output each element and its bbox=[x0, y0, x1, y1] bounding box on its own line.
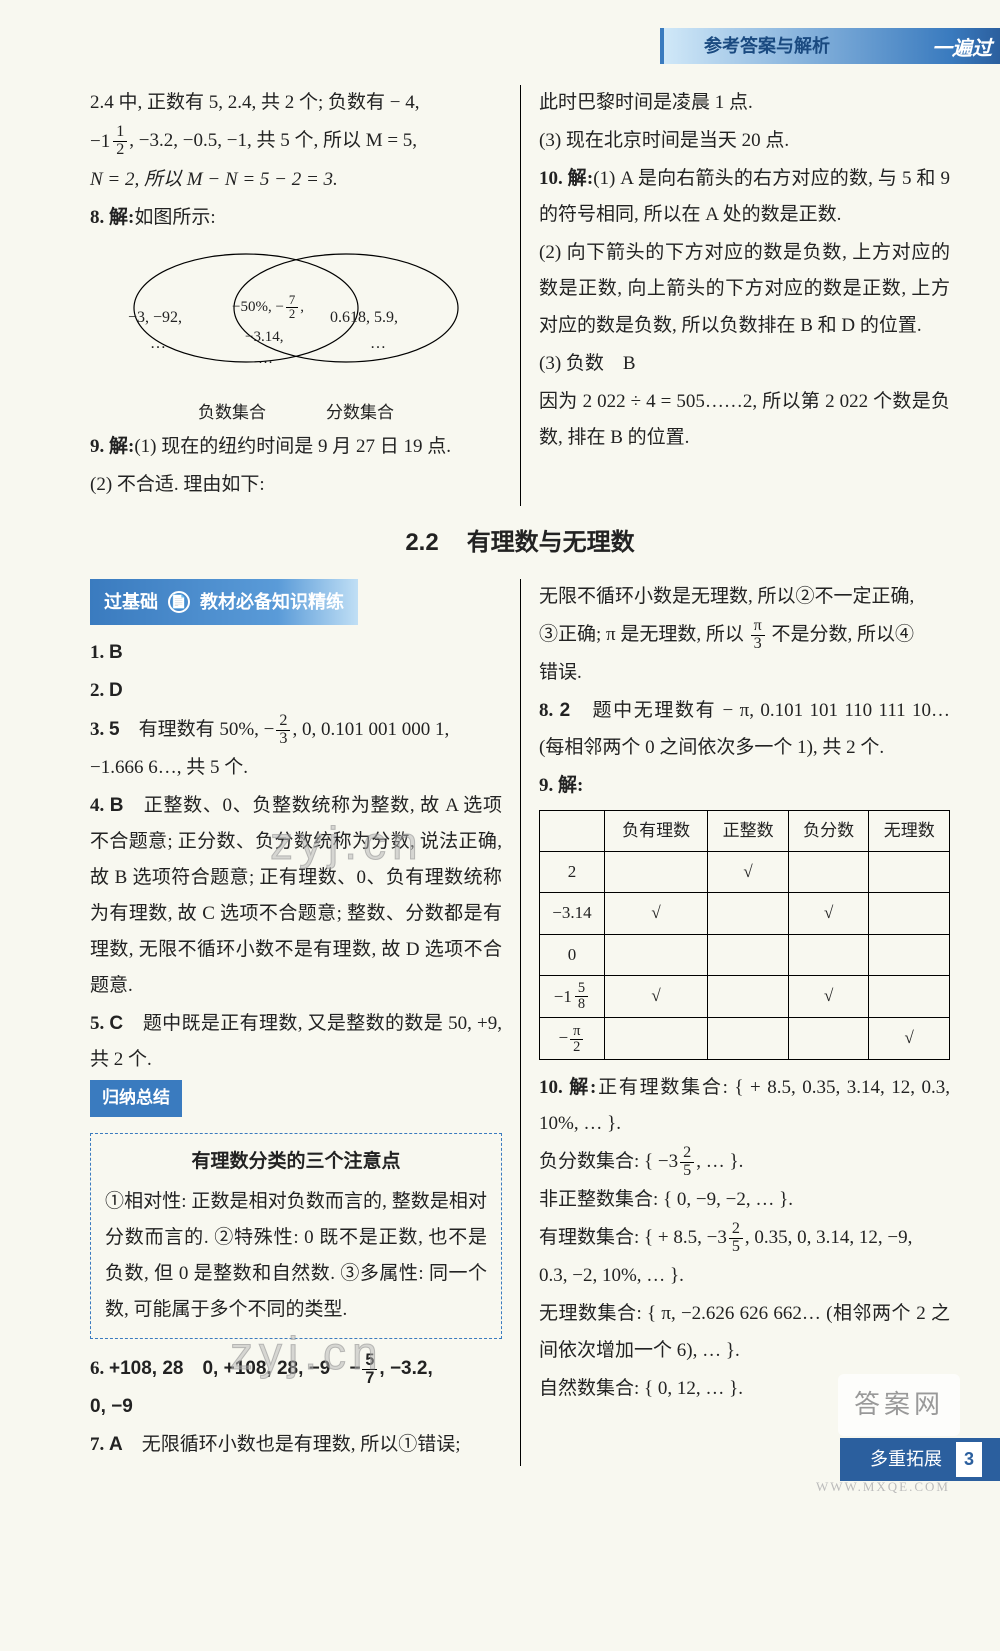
basics-banner: 过基础 📄 教材必备知识精练 bbox=[90, 579, 358, 625]
top-section: 2.4 中, 正数有 5, 2.4, 共 2 个; 负数有 − 4, −112,… bbox=[90, 85, 950, 506]
watermark-src: WWW.MXQE.COM bbox=[816, 1475, 950, 1500]
text: 无限不循环小数是无理数, 所以②不一定正确, bbox=[539, 579, 950, 615]
table-row: 2 √ bbox=[540, 852, 950, 893]
venn-labels: 负数集合 分数集合 bbox=[90, 397, 502, 429]
text: 此时巴黎时间是凌晨 1 点. bbox=[539, 85, 950, 121]
q2: 2. D bbox=[90, 673, 502, 709]
q10-1: 10. 解:(1) A 是向右箭头的右方对应的数, 与 5 和 9 的符号相同,… bbox=[539, 161, 950, 233]
section-title: 2.2有理数与无理数 bbox=[90, 506, 950, 580]
classification-table: 负有理数 正整数 负分数 无理数 2 √ −3.14 √ √ bbox=[539, 810, 950, 1060]
q10-4b: 0.3, −2, 10%, … }. bbox=[539, 1258, 950, 1294]
table-row: −158 √ √ bbox=[540, 975, 950, 1017]
watermark-site: 答案网 bbox=[838, 1374, 960, 1435]
header-bar: 参考答案与解析 一遍过 bbox=[660, 28, 1000, 64]
q9-1: 9. 解:(1) 现在的纽约时间是 9 月 27 日 19 点. bbox=[90, 429, 502, 465]
q3b: −1.666 6…, 共 5 个. bbox=[90, 750, 502, 786]
q10-3: (3) 负数 B bbox=[539, 346, 950, 382]
q10-3: 非正整数集合: { 0, −9, −2, … }. bbox=[539, 1182, 950, 1218]
q1: 1. B bbox=[90, 635, 502, 671]
q7: 7. A 无限循环小数也是有理数, 所以①错误; bbox=[90, 1427, 502, 1463]
top-right-col: 此时巴黎时间是凌晨 1 点. (3) 现在北京时间是当天 20 点. 10. 解… bbox=[520, 85, 950, 506]
text: −112, −3.2, −0.5, −1, 共 5 个, 所以 M = 5, bbox=[90, 123, 502, 160]
doc-icon: 📄 bbox=[168, 591, 190, 613]
q6: 6. +108, 28 0, +108, 28, −9 −57, −3.2, bbox=[90, 1351, 502, 1387]
table-row: −3.14 √ √ bbox=[540, 893, 950, 934]
summary-body: ①相对性: 正数是相对负数而言的, 整数是相对分数而言的. ②特殊性: 0 既不… bbox=[105, 1184, 487, 1328]
q3: 3. 5 有理数有 50%, −23, 0, 0.101 001 000 1, bbox=[90, 712, 502, 748]
header-title: 参考答案与解析 bbox=[704, 29, 830, 63]
q4: 4. B 正整数、0、负整数统称为整数, 故 A 选项不合题意; 正分数、负分数… bbox=[90, 788, 502, 1005]
q9: 9. 解: bbox=[539, 768, 950, 804]
text: (3) 现在北京时间是当天 20 点. bbox=[539, 123, 950, 159]
q5: 5. C 题中既是正有理数, 又是整数的数是 50, +9, 共 2 个. bbox=[90, 1006, 502, 1078]
table-row: 0 bbox=[540, 934, 950, 975]
page-content: 2.4 中, 正数有 5, 2.4, 共 2 个; 负数有 − 4, −112,… bbox=[90, 85, 950, 1466]
bottom-right-col: 无限不循环小数是无理数, 所以②不一定正确, ③正确; π 是无理数, 所以 π… bbox=[520, 579, 950, 1465]
page-number: 3 bbox=[956, 1442, 982, 1476]
text: 2.4 中, 正数有 5, 2.4, 共 2 个; 负数有 − 4, bbox=[90, 85, 502, 121]
q9-2: (2) 不合适. 理由如下: bbox=[90, 467, 502, 503]
venn-right: 0.618, 5.9, bbox=[330, 303, 398, 333]
text: N = 2, 所以 M − N = 5 − 2 = 3. bbox=[90, 162, 502, 198]
text: 错误. bbox=[539, 655, 950, 691]
q6b: 0, −9 bbox=[90, 1389, 502, 1425]
table-row: −π2 √ bbox=[540, 1018, 950, 1060]
venn-mid-top: −50%, −72, bbox=[232, 293, 304, 322]
top-left-col: 2.4 中, 正数有 5, 2.4, 共 2 个; 负数有 − 4, −112,… bbox=[90, 85, 520, 506]
table-header-row: 负有理数 正整数 负分数 无理数 bbox=[540, 810, 950, 851]
summary-label: 归纳总结 bbox=[90, 1080, 182, 1116]
q10-4: 因为 2 022 ÷ 4 = 505……2, 所以第 2 022 个数是负数, … bbox=[539, 384, 950, 456]
q10-2: (2) 向下箭头的下方对应的数是负数, 上方对应的数是正数, 向上箭头的下方对应… bbox=[539, 235, 950, 343]
q10-2: 负分数集合: { −325, … }. bbox=[539, 1144, 950, 1180]
q10-4: 有理数集合: { + 8.5, −325, 0.35, 0, 3.14, 12,… bbox=[539, 1220, 950, 1256]
venn-diagram: −3, −92, … −50%, −72, −3.14, … 0.618, 5.… bbox=[90, 244, 502, 429]
text: ③正确; π 是无理数, 所以 π3 不是分数, 所以④ bbox=[539, 617, 950, 653]
footer-label: 多重拓展 bbox=[870, 1442, 942, 1476]
summary-box: 归纳总结 有理数分类的三个注意点 ①相对性: 正数是相对负数而言的, 整数是相对… bbox=[90, 1080, 502, 1339]
bottom-left-col: 过基础 📄 教材必备知识精练 1. B 2. D 3. 5 有理数有 50%, … bbox=[90, 579, 520, 1465]
q10-1: 10. 解:正有理数集合: { + 8.5, 0.35, 3.14, 12, 0… bbox=[539, 1070, 950, 1142]
q8: 8. 2 题中无理数有 − π, 0.101 101 110 111 10… (… bbox=[539, 693, 950, 765]
q10-5: 无理数集合: { π, −2.626 626 662… (相邻两个 2 之间依次… bbox=[539, 1296, 950, 1368]
summary-title: 有理数分类的三个注意点 bbox=[105, 1144, 487, 1180]
bottom-section: 过基础 📄 教材必备知识精练 1. B 2. D 3. 5 有理数有 50%, … bbox=[90, 579, 950, 1465]
q8: 8. 解:如图所示: bbox=[90, 200, 502, 236]
header-badge: 一遍过 bbox=[932, 30, 992, 68]
